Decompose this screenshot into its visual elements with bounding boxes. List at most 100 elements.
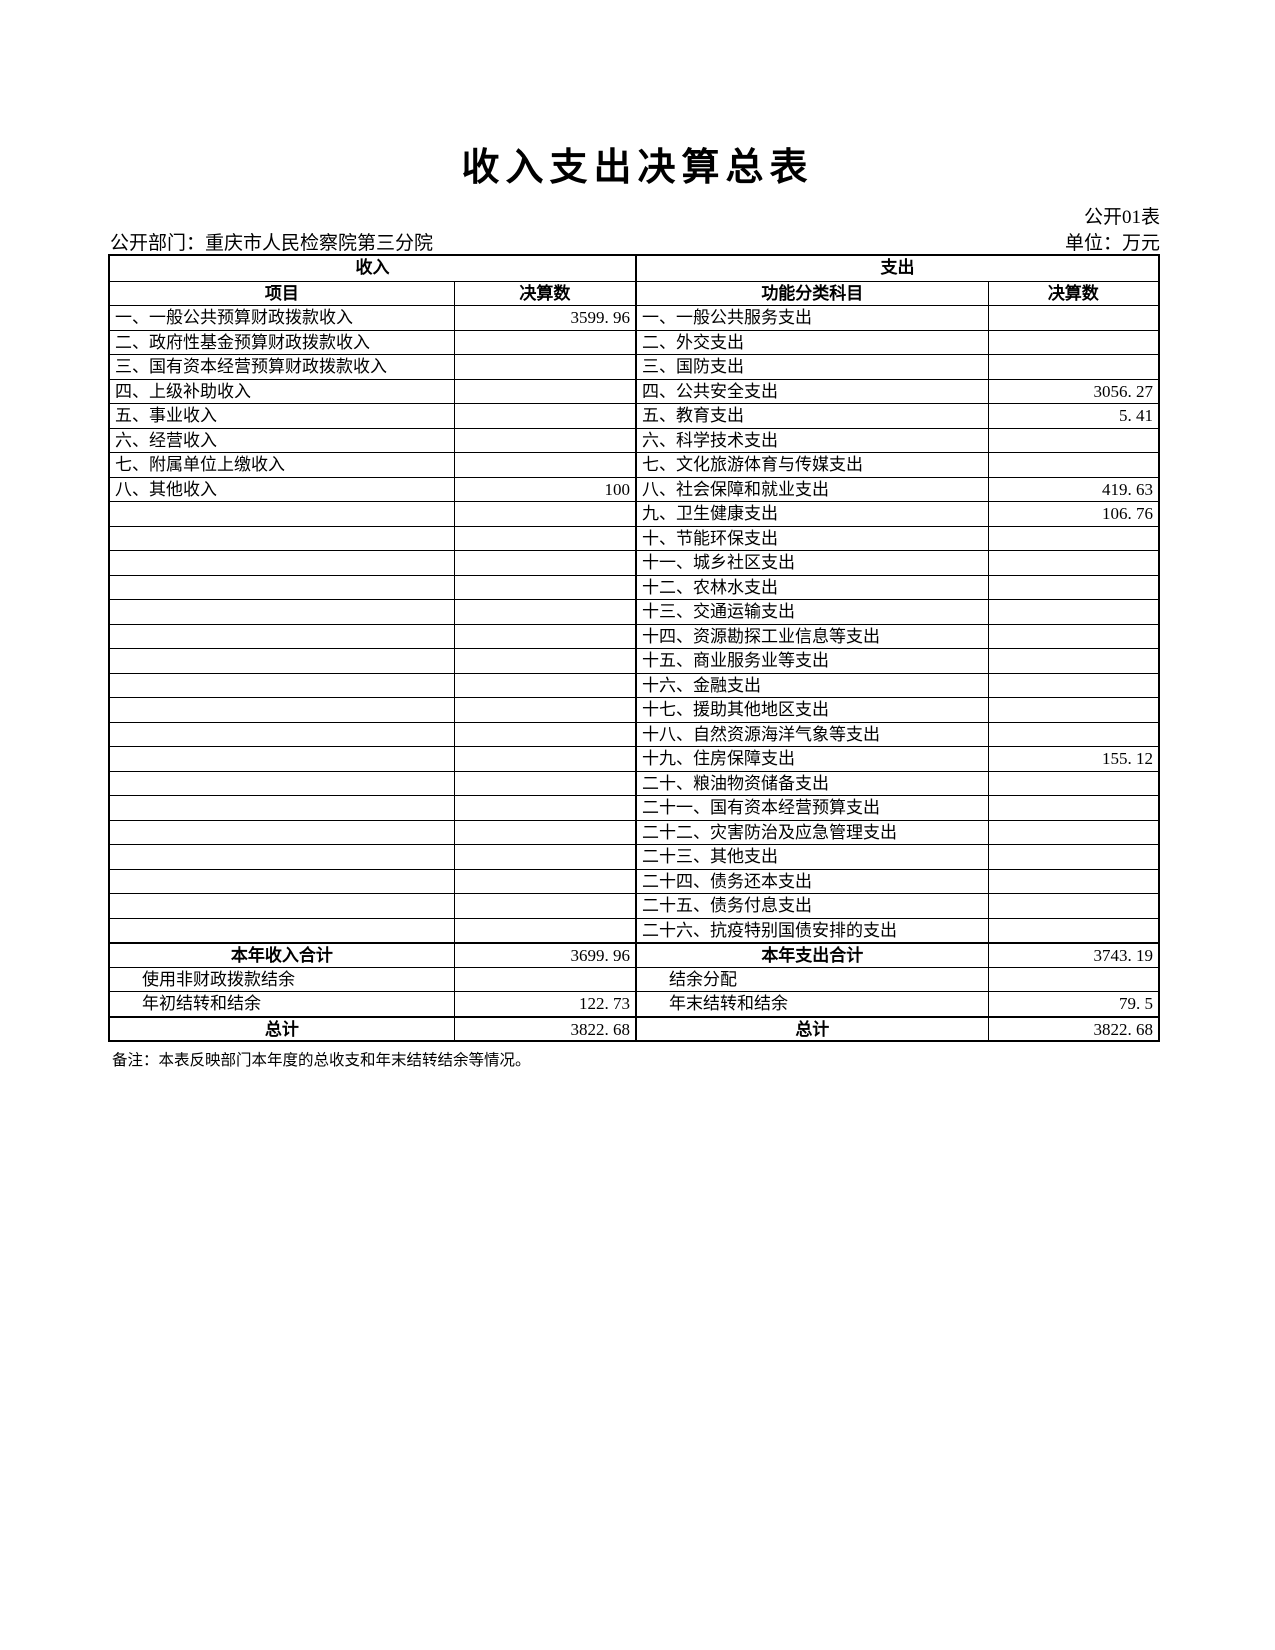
expense-item-cell: 十四、资源勘探工业信息等支出 xyxy=(637,624,989,648)
income-item-cell xyxy=(110,771,455,795)
column-header-row: 项目 决算数 功能分类科目 决算数 xyxy=(110,280,1158,305)
table-row: 二十一、国有资本经营预算支出 xyxy=(110,795,1158,820)
income-item-cell xyxy=(110,796,455,820)
expense-value-cell xyxy=(989,331,1158,355)
table-row: 七、附属单位上缴收入 七、文化旅游体育与传媒支出 xyxy=(110,452,1158,477)
income-item-cell: 五、事业收入 xyxy=(110,404,455,428)
expense-item-cell: 二、外交支出 xyxy=(637,330,989,354)
income-summary-value-cell xyxy=(455,967,637,991)
expense-item-cell: 十、节能环保支出 xyxy=(637,526,989,550)
income-item-cell xyxy=(110,747,455,771)
expense-item-cell: 二十三、其他支出 xyxy=(637,845,989,869)
income-summary-item-cell: 总计 xyxy=(110,1017,455,1040)
expense-item-cell: 二十二、灾害防治及应急管理支出 xyxy=(637,820,989,844)
expense-item-cell: 十九、住房保障支出 xyxy=(637,747,989,771)
income-value-cell xyxy=(455,453,637,477)
footnote: 备注：本表反映部门本年度的总收支和年末结转结余等情况。 xyxy=(112,1052,531,1069)
section-header-row: 收入 支出 xyxy=(110,256,1158,281)
expense-item-cell: 三、国防支出 xyxy=(637,355,989,379)
expense-value-cell: 3056. 27 xyxy=(1093,381,1154,401)
table-row: 二十二、灾害防治及应急管理支出 xyxy=(110,819,1158,845)
table-row: 十五、商业服务业等支出 xyxy=(110,648,1158,673)
income-value-cell xyxy=(455,379,637,403)
expense-item-cell: 九、卫生健康支出 xyxy=(637,502,989,526)
table-row: 十二、农林水支出 xyxy=(110,574,1158,600)
expense-value-cell xyxy=(989,527,1158,551)
expense-item-cell: 四、公共安全支出 xyxy=(637,379,989,403)
income-value-column-header: 决算数 xyxy=(455,281,637,305)
meta-row: 公开部门：重庆市人民检察院第三分院 单位：万元 xyxy=(110,228,1160,255)
table-row: 十一、城乡社区支出 xyxy=(110,550,1158,575)
expense-value-cell: 106. 76 xyxy=(1102,504,1153,523)
income-value-cell xyxy=(455,502,637,526)
table-row: 十、节能环保支出 xyxy=(110,525,1158,551)
expense-value-column-header: 决算数 xyxy=(1047,283,1099,303)
income-section-header: 收入 xyxy=(110,256,637,281)
income-value-cell xyxy=(455,404,637,428)
table-row: 六、经营收入 六、科学技术支出 xyxy=(110,427,1158,452)
table-row: 十八、自然资源海洋气象等支出 xyxy=(110,721,1158,746)
income-value-cell xyxy=(455,894,637,918)
page-title: 收入支出决算总表 xyxy=(461,147,814,189)
income-item-cell xyxy=(110,820,455,844)
income-value-cell: 3599. 96 xyxy=(455,306,637,330)
expense-summary-value-cell: 3822. 68 xyxy=(1093,1019,1154,1039)
income-item-cell xyxy=(110,698,455,722)
expense-summary-item-cell: 本年支出合计 xyxy=(637,944,989,967)
income-value-cell xyxy=(455,722,637,746)
table-row: 三、国有资本经营预算财政拨款收入 三、国防支出 xyxy=(110,354,1158,379)
expense-item-cell: 十三、交通运输支出 xyxy=(637,600,989,624)
table-row: 二十三、其他支出 xyxy=(110,844,1158,869)
expense-value-cell xyxy=(989,698,1158,722)
income-summary-item-cell: 年初结转和结余 xyxy=(110,992,455,1016)
income-item-cell xyxy=(110,894,455,918)
income-value-cell xyxy=(455,649,637,673)
expense-value-cell xyxy=(989,821,1158,845)
expense-item-cell: 十七、援助其他地区支出 xyxy=(637,698,989,722)
expense-value-cell xyxy=(989,870,1158,894)
income-item-cell xyxy=(110,624,455,648)
expense-value-cell xyxy=(989,551,1158,575)
income-item-cell xyxy=(110,526,455,550)
income-value-cell xyxy=(455,918,637,942)
income-item-cell xyxy=(110,869,455,893)
income-item-cell: 二、政府性基金预算财政拨款收入 xyxy=(110,330,455,354)
income-item-cell: 一、一般公共预算财政拨款收入 xyxy=(110,306,455,330)
income-value-cell xyxy=(455,698,637,722)
income-value-cell xyxy=(455,771,637,795)
income-item-cell xyxy=(110,600,455,624)
income-value-cell xyxy=(455,600,637,624)
table-row: 八、其他收入 100 八、社会保障和就业支出 419. 63 xyxy=(110,476,1158,501)
expense-value-cell xyxy=(989,625,1158,649)
expense-summary-value-cell: 79. 5 xyxy=(1118,994,1153,1013)
table-row: 二十六、抗疫特别国债安排的支出 xyxy=(110,917,1158,943)
table-row: 四、上级补助收入 四、公共安全支出 3056. 27 xyxy=(110,378,1158,403)
income-value-cell xyxy=(455,575,637,599)
table-row: 五、事业收入 五、教育支出 5. 41 xyxy=(110,403,1158,428)
expense-summary-item-cell: 年末结转和结余 xyxy=(637,992,989,1016)
expense-value-cell xyxy=(989,919,1158,943)
table-row: 年初结转和结余 122. 73 年末结转和结余 79. 5 xyxy=(110,991,1158,1016)
expense-item-cell: 十五、商业服务业等支出 xyxy=(637,649,989,673)
income-item-cell xyxy=(110,551,455,575)
income-value-cell xyxy=(455,551,637,575)
income-value-cell xyxy=(455,869,637,893)
expense-item-cell: 五、教育支出 xyxy=(637,404,989,428)
income-summary-value-cell: 122. 73 xyxy=(455,992,637,1016)
table-row: 二、政府性基金预算财政拨款收入 二、外交支出 xyxy=(110,329,1158,355)
income-value-cell xyxy=(455,845,637,869)
table-row: 十六、金融支出 xyxy=(110,672,1158,697)
table-row: 本年收入合计 3699. 96 本年支出合计 3743. 19 xyxy=(110,942,1158,967)
expense-item-cell: 二十五、债务付息支出 xyxy=(637,894,989,918)
table-row: 总计 3822. 68 总计 3822. 68 xyxy=(110,1015,1158,1040)
expense-summary-value-cell xyxy=(989,968,1158,992)
income-item-cell: 六、经营收入 xyxy=(110,428,455,452)
income-value-cell xyxy=(455,355,637,379)
expense-value-cell xyxy=(989,845,1158,869)
income-item-cell xyxy=(110,845,455,869)
expense-value-cell: 419. 63 xyxy=(1102,479,1153,499)
income-item-cell xyxy=(110,502,455,526)
expense-value-cell xyxy=(989,576,1158,600)
income-item-cell xyxy=(110,673,455,697)
